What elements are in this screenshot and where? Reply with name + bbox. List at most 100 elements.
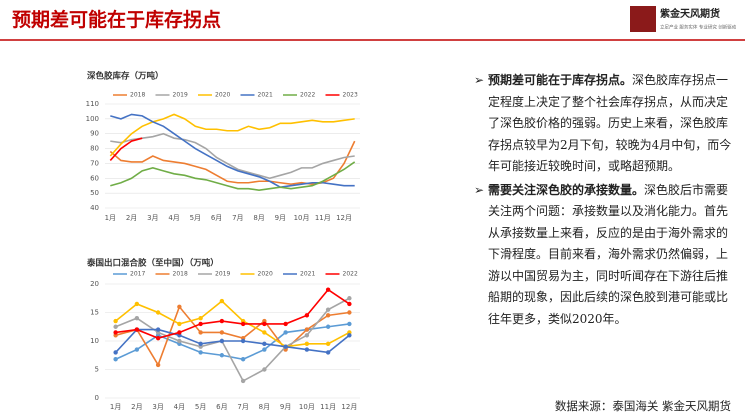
y-tick-label: 100 — [86, 115, 99, 123]
legend-label: 2020 — [258, 271, 273, 278]
legend-label: 2018 — [130, 92, 145, 99]
bullet-text: 深色胶库存拐点一定程度上决定了整个社会库存拐点，从而决定了深色胶价格的强弱。历史… — [488, 73, 732, 173]
y-tick-label: 70 — [90, 159, 99, 167]
point — [113, 324, 118, 329]
legend-label: 2022 — [343, 271, 358, 278]
x-tick-label: 2月 — [126, 214, 137, 222]
point — [134, 316, 140, 321]
point — [177, 338, 182, 344]
x-tick-label: 10月 — [299, 403, 315, 411]
point — [134, 327, 140, 332]
point — [347, 310, 352, 315]
x-tick-label: 1月 — [105, 214, 116, 222]
point — [325, 341, 331, 347]
point — [219, 353, 225, 358]
point — [198, 341, 203, 347]
bullet-text: 深色胶后市需要关注两个问题：承接数量以及消化能力。首先从承接数量上来看，反应的是… — [488, 182, 729, 326]
legend-label: 2019 — [173, 92, 188, 99]
y-tick-label: 5 — [95, 366, 99, 374]
legend-label: 2018 — [173, 271, 188, 278]
point — [198, 350, 203, 355]
point — [304, 333, 310, 338]
x-tick-label: 9月 — [275, 214, 286, 222]
point — [198, 316, 203, 321]
bullet-lead: 预期差可能在于库存拐点。 — [488, 73, 633, 87]
point — [304, 341, 310, 347]
x-tick-label: 12月 — [336, 214, 352, 222]
series-line — [109, 113, 355, 157]
bullet: 需要关注深色胶的承接数量。深色胶后市需要关注两个问题：承接数量以及消化能力。首先… — [474, 180, 736, 331]
point — [262, 341, 267, 347]
series-line — [115, 305, 350, 367]
point — [283, 344, 288, 349]
legend-label: 2022 — [300, 92, 315, 99]
point — [325, 313, 331, 318]
x-tick-label: 5月 — [195, 403, 206, 411]
x-tick-label: 1月 — [110, 403, 121, 411]
point — [134, 347, 140, 352]
point — [219, 330, 225, 335]
x-tick-label: 6月 — [211, 214, 222, 222]
legend-label: 2019 — [215, 271, 230, 278]
legend-label: 2023 — [343, 92, 358, 99]
point — [347, 333, 352, 338]
legend-label: 2021 — [300, 271, 315, 278]
x-tick-label: 3月 — [147, 214, 158, 222]
series-line — [110, 161, 356, 191]
point — [113, 330, 118, 335]
series-line — [115, 288, 350, 339]
x-tick-label: 6月 — [216, 403, 227, 411]
logo-icon — [630, 6, 656, 32]
series-line — [115, 328, 350, 354]
x-tick-label: 8月 — [259, 403, 270, 411]
point — [347, 296, 352, 301]
point — [240, 338, 246, 344]
point — [113, 357, 118, 362]
x-tick-label: 10月 — [294, 214, 310, 222]
point — [325, 307, 331, 312]
point — [240, 378, 246, 384]
legend-label: 2017 — [130, 271, 145, 278]
x-tick-label: 7月 — [232, 214, 243, 222]
point — [283, 321, 288, 327]
point — [262, 330, 267, 335]
bullet-lead: 需要关注深色胶的承接数量。 — [488, 182, 645, 197]
point — [155, 362, 161, 368]
x-tick-label: 7月 — [237, 403, 248, 411]
y-tick-label: 40 — [90, 204, 99, 212]
point — [325, 350, 331, 355]
x-tick-label: 4月 — [168, 214, 179, 222]
series-line — [109, 140, 356, 186]
x-tick-label: 12月 — [341, 403, 357, 411]
source: 数据来源：泰国海关 紫金天风期货 — [554, 399, 731, 413]
x-tick-label: 9月 — [280, 403, 291, 411]
point — [347, 321, 352, 327]
point — [325, 287, 331, 292]
y-tick-label: 15 — [90, 309, 99, 317]
point — [113, 350, 118, 355]
x-tick-label: 2月 — [131, 403, 142, 411]
point — [283, 330, 288, 335]
point — [219, 338, 225, 344]
y-tick-label: 50 — [90, 189, 99, 197]
logo-text: 紫金天风期货 — [660, 7, 720, 20]
y-tick-label: 60 — [90, 174, 99, 182]
legend-label: 2020 — [215, 92, 230, 99]
series-line — [110, 132, 355, 180]
y-tick-label: 10 — [90, 337, 99, 345]
point — [262, 367, 267, 372]
point — [177, 321, 182, 327]
point — [325, 324, 331, 329]
chart-title: 泰国出口混合胶（至中国）（万吨） — [86, 258, 219, 269]
x-tick-label: 4月 — [174, 403, 185, 411]
logo-tagline: 立足产业 服务实体 专业研究 创新驱动 — [660, 24, 737, 31]
x-tick-label: 5月 — [190, 214, 201, 222]
point — [262, 347, 267, 352]
series-line — [109, 137, 143, 161]
point — [304, 313, 310, 318]
y-tick-label: 0 — [95, 394, 99, 402]
text-panel: 预期差可能在于库存拐点。深色胶库存拐点一定程度上决定了整个社会库存拐点，从而决定… — [474, 70, 736, 332]
point — [198, 321, 203, 327]
point — [198, 330, 203, 335]
